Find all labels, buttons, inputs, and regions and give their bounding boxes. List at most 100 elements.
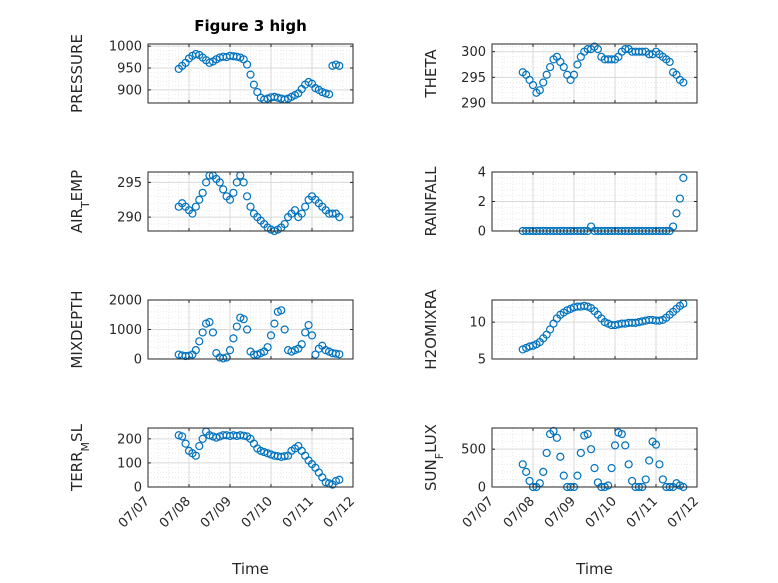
- data-point: [641, 475, 650, 484]
- data-point: [225, 346, 235, 355]
- y-tick-label: 0: [134, 353, 142, 368]
- data-point: [607, 55, 616, 64]
- data-point: [542, 70, 551, 79]
- axes-box: [147, 171, 354, 232]
- data-point: [239, 178, 248, 187]
- data-point: [610, 441, 620, 450]
- data-point: [191, 202, 200, 211]
- data-point: [205, 431, 214, 440]
- data-point: [679, 78, 688, 87]
- data-point: [668, 222, 678, 231]
- data-point: [304, 320, 313, 330]
- data-point: [645, 50, 654, 59]
- data-point: [679, 173, 688, 182]
- y-axis-label: PRESSURE: [68, 34, 86, 113]
- data-point: [658, 475, 667, 484]
- data-point: [280, 219, 289, 229]
- data-point: [280, 452, 289, 461]
- axes-box: [491, 299, 698, 360]
- data-point: [545, 325, 555, 334]
- data-point: [225, 195, 235, 204]
- data-point: [651, 440, 661, 449]
- data-series: [174, 49, 344, 104]
- data-point: [672, 209, 681, 218]
- axes-box: [147, 43, 354, 104]
- data-point: [246, 202, 255, 211]
- data-point: [188, 209, 197, 218]
- y-tick-label: 2: [478, 195, 486, 210]
- data-point: [559, 62, 568, 72]
- y-tick-label: 1000: [109, 40, 142, 55]
- data-point: [335, 350, 344, 359]
- data-point: [638, 47, 647, 56]
- axes-box: [147, 427, 354, 488]
- data-point: [242, 325, 252, 334]
- data-point: [335, 213, 344, 222]
- data-point: [324, 90, 334, 99]
- data-point: [198, 188, 207, 197]
- subplot-h2omixra: 10 5 H2OMIXRA: [422, 289, 698, 370]
- subplot-theta: 300 295 290 THETA: [422, 42, 698, 112]
- data-point: [552, 433, 562, 442]
- data-series: [518, 299, 688, 354]
- data-point: [335, 61, 344, 70]
- data-point: [573, 60, 582, 69]
- y-axis-label: THETA: [422, 49, 440, 99]
- data-point: [518, 460, 527, 469]
- data-series: [518, 42, 688, 97]
- data-point: [297, 209, 306, 218]
- data-point: [266, 331, 276, 340]
- data-point: [174, 431, 183, 440]
- y-tick-label: 1000: [109, 323, 142, 338]
- y-tick-label: 200: [117, 432, 142, 447]
- data-point: [198, 434, 207, 443]
- y-tick-label: 295: [461, 71, 486, 86]
- data-series: [174, 306, 344, 363]
- y-tick-label: 500: [461, 443, 486, 458]
- y-tick-label: 10: [469, 316, 486, 331]
- data-point: [583, 45, 592, 54]
- data-point: [535, 86, 544, 95]
- data-point: [191, 49, 200, 59]
- data-point: [624, 460, 633, 469]
- data-point: [263, 343, 272, 352]
- data-point: [539, 78, 548, 87]
- data-point: [256, 446, 265, 455]
- data-point: [528, 80, 538, 90]
- axes-box: [491, 43, 698, 104]
- data-point: [208, 328, 218, 337]
- data-point: [621, 45, 630, 54]
- data-point: [617, 429, 626, 439]
- data-point: [522, 467, 531, 476]
- y-axis-label: TERRMSL: [68, 423, 92, 492]
- y-axis-label: SUNFLUX: [422, 424, 446, 491]
- subplot-mixdepth: 2000 1000 0 MIXDEPTH: [68, 290, 354, 369]
- x-axis-label-left: Time: [231, 560, 269, 578]
- data-point: [280, 325, 289, 334]
- y-tick-label: 5: [478, 353, 486, 368]
- data-point: [191, 451, 200, 460]
- data-point: [232, 322, 241, 331]
- data-point: [590, 463, 599, 473]
- data-point: [242, 192, 252, 201]
- data-point: [331, 476, 341, 486]
- data-point: [586, 445, 596, 454]
- data-point: [321, 478, 330, 487]
- y-tick-label: 0: [134, 481, 142, 496]
- data-point: [645, 456, 654, 465]
- y-tick-label: 290: [461, 97, 486, 112]
- data-point: [239, 315, 248, 324]
- data-point: [219, 354, 228, 363]
- data-point: [655, 316, 664, 325]
- data-point: [583, 429, 592, 439]
- data-point: [331, 349, 341, 358]
- data-point: [229, 334, 238, 343]
- data-point: [559, 471, 568, 480]
- data-point: [191, 346, 200, 355]
- y-axis-label: H2OMIXRA: [422, 289, 440, 370]
- data-point: [607, 463, 616, 473]
- data-point: [242, 60, 252, 69]
- y-tick-label: 900: [117, 83, 142, 98]
- data-point: [195, 195, 204, 204]
- data-point: [335, 475, 344, 484]
